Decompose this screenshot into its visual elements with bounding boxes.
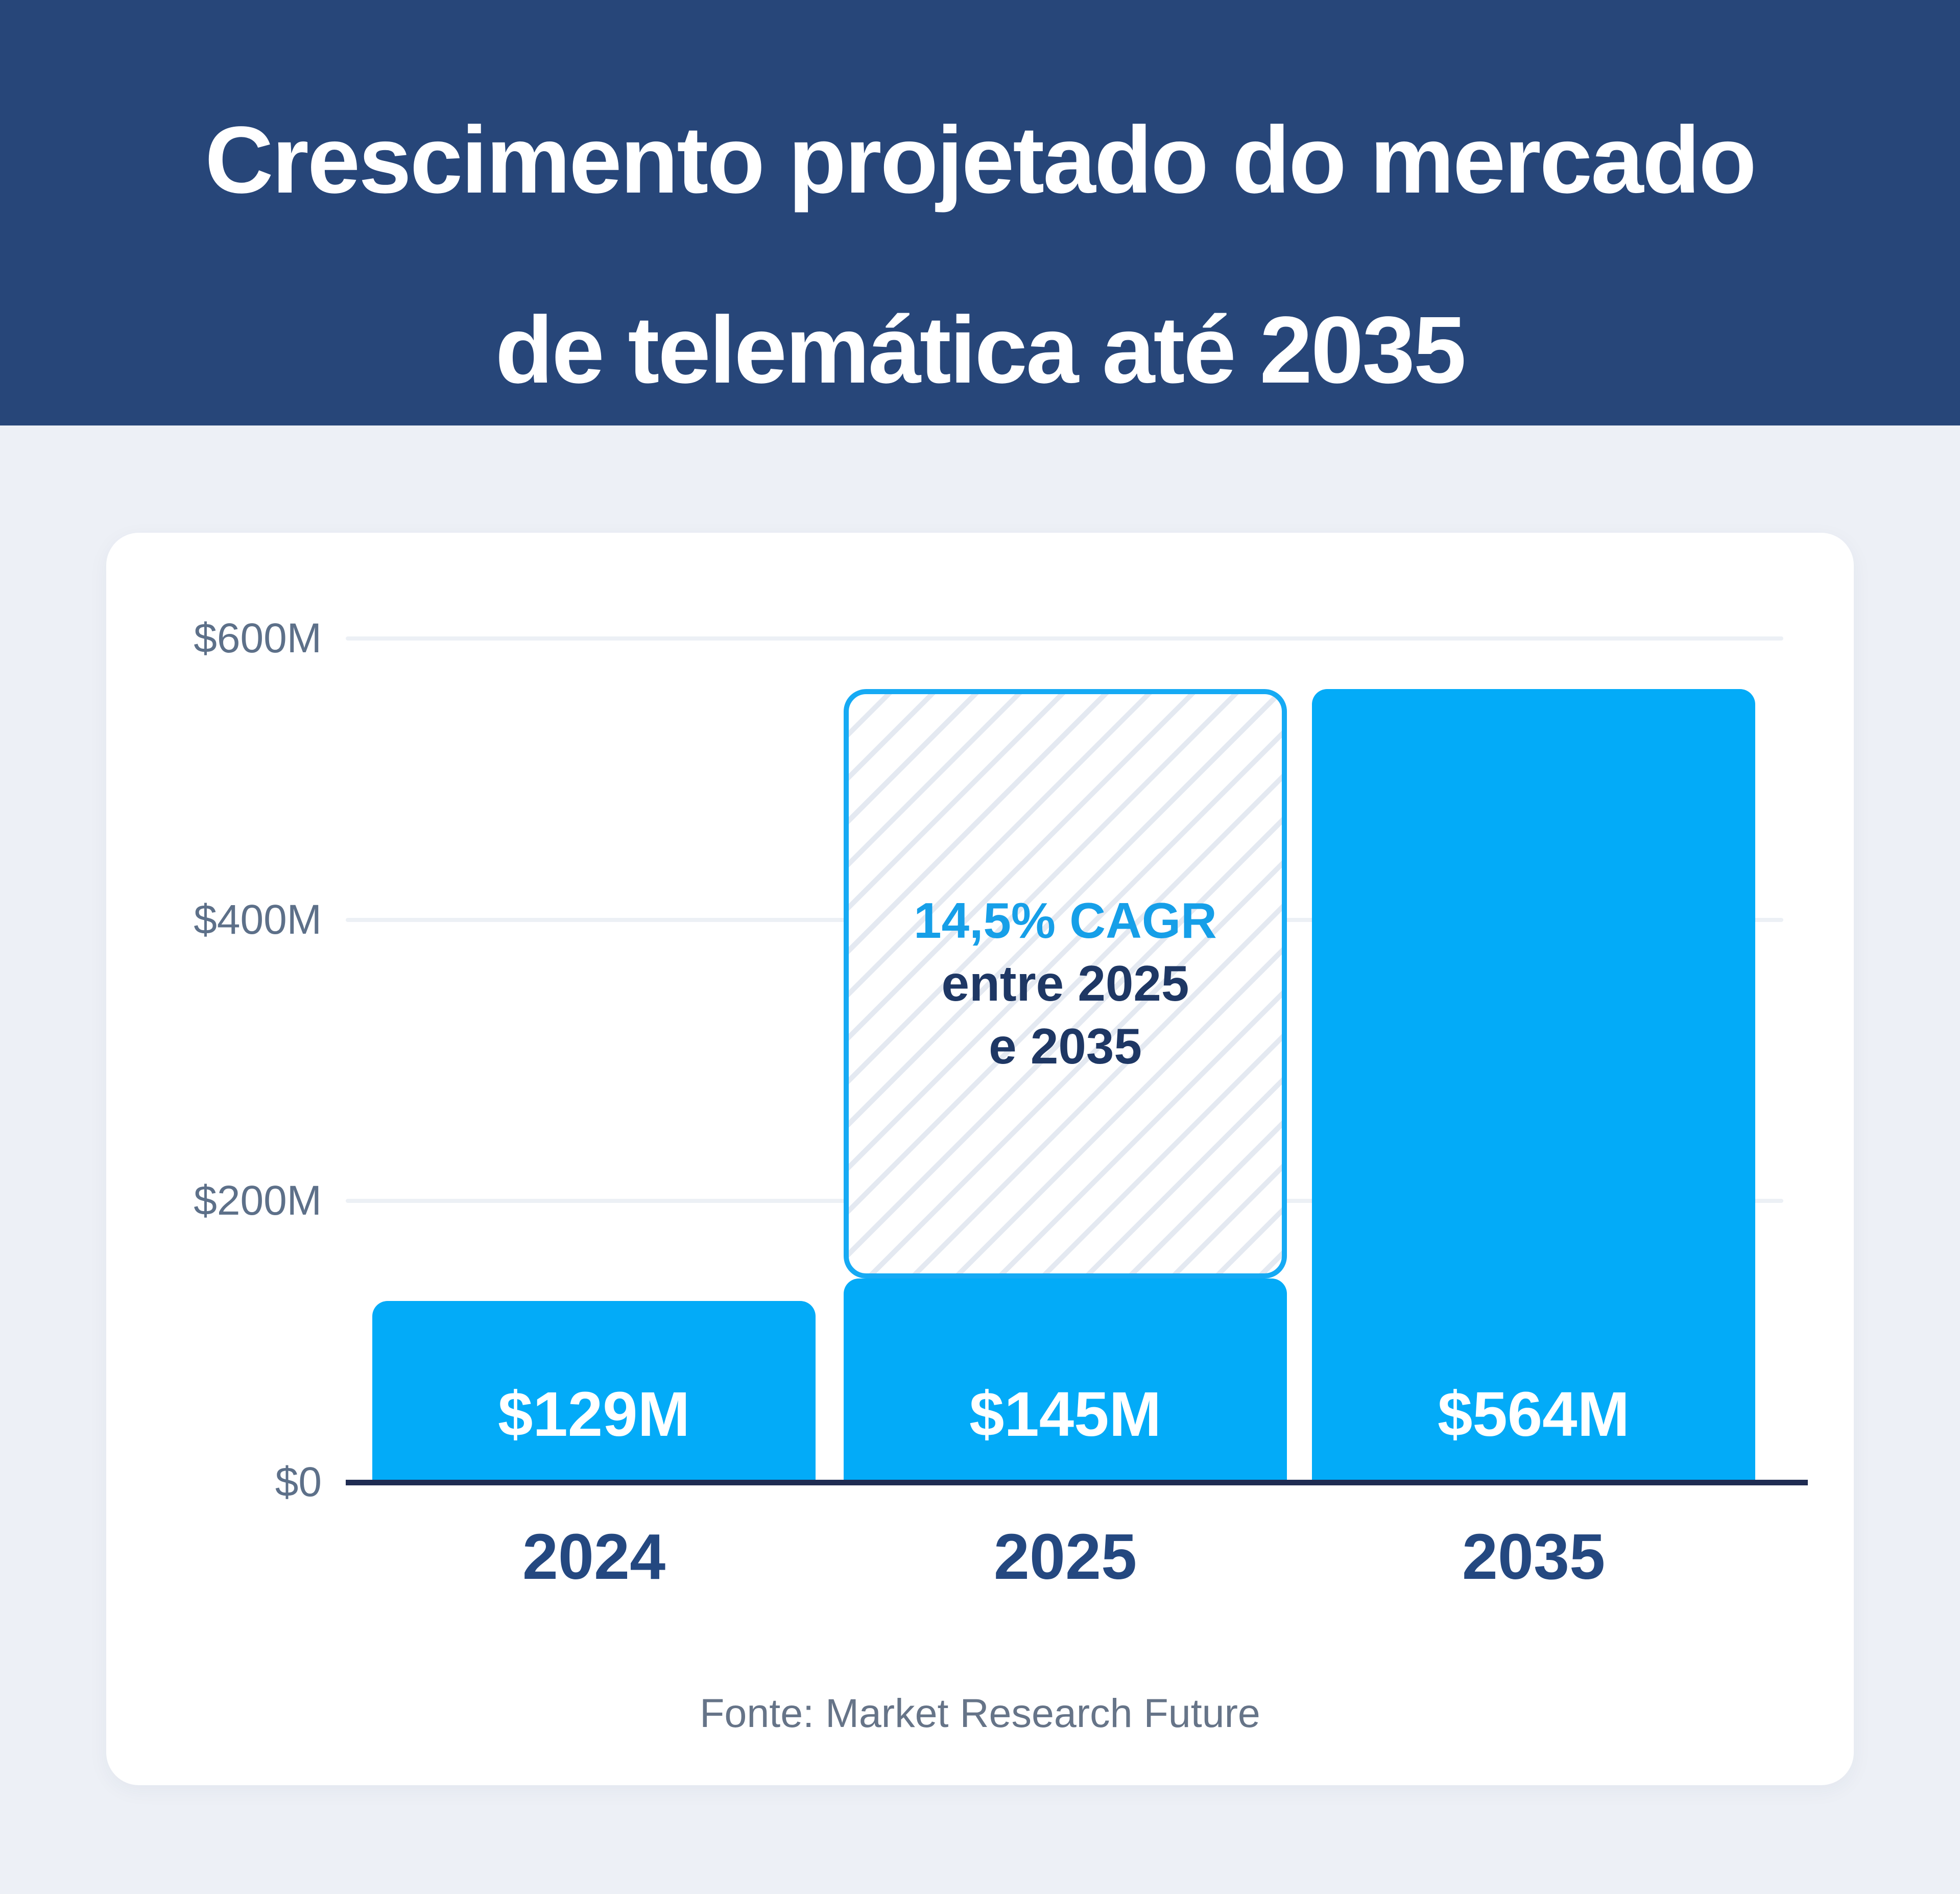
cagr-annotation-box: 14,5% CAGR entre 2025 e 2035	[844, 689, 1287, 1279]
y-axis-label: $600M	[194, 615, 322, 661]
bar: $129M	[372, 1300, 816, 1482]
cagr-rate-text: 14,5% CAGR	[914, 892, 1217, 949]
bar-value-label: $564M	[1437, 1379, 1630, 1450]
cagr-period-line-1: entre 2025	[941, 955, 1189, 1012]
x-axis-label: 2024	[522, 1521, 666, 1593]
bar: $145M	[844, 1278, 1287, 1482]
source-caption: Fonte: Market Research Future	[700, 1690, 1260, 1736]
x-axis-label: 2035	[1462, 1521, 1606, 1593]
x-axis-label: 2025	[993, 1521, 1137, 1593]
page-title-line-2: de telemática até 2035	[495, 297, 1467, 403]
x-axis-line	[346, 1480, 1808, 1485]
y-axis-label: $0	[275, 1459, 322, 1505]
y-axis-label: $400M	[194, 896, 322, 943]
gridline	[346, 636, 1783, 641]
page-title-line-1: Crescimento projetado do mercado	[205, 107, 1757, 213]
cagr-period-line-2: e 2035	[989, 1018, 1142, 1075]
page-title: Crescimento projetado do mercado de telem…	[0, 0, 1960, 445]
bar-value-label: $129M	[497, 1379, 690, 1450]
y-axis-label: $200M	[194, 1177, 322, 1224]
bar-value-label: $145M	[969, 1379, 1162, 1450]
header-banner: Crescimento projetado do mercado de telem…	[0, 0, 1960, 425]
bar: $564M	[1312, 689, 1755, 1482]
cagr-annotation-text: 14,5% CAGR entre 2025 e 2035	[914, 889, 1217, 1078]
